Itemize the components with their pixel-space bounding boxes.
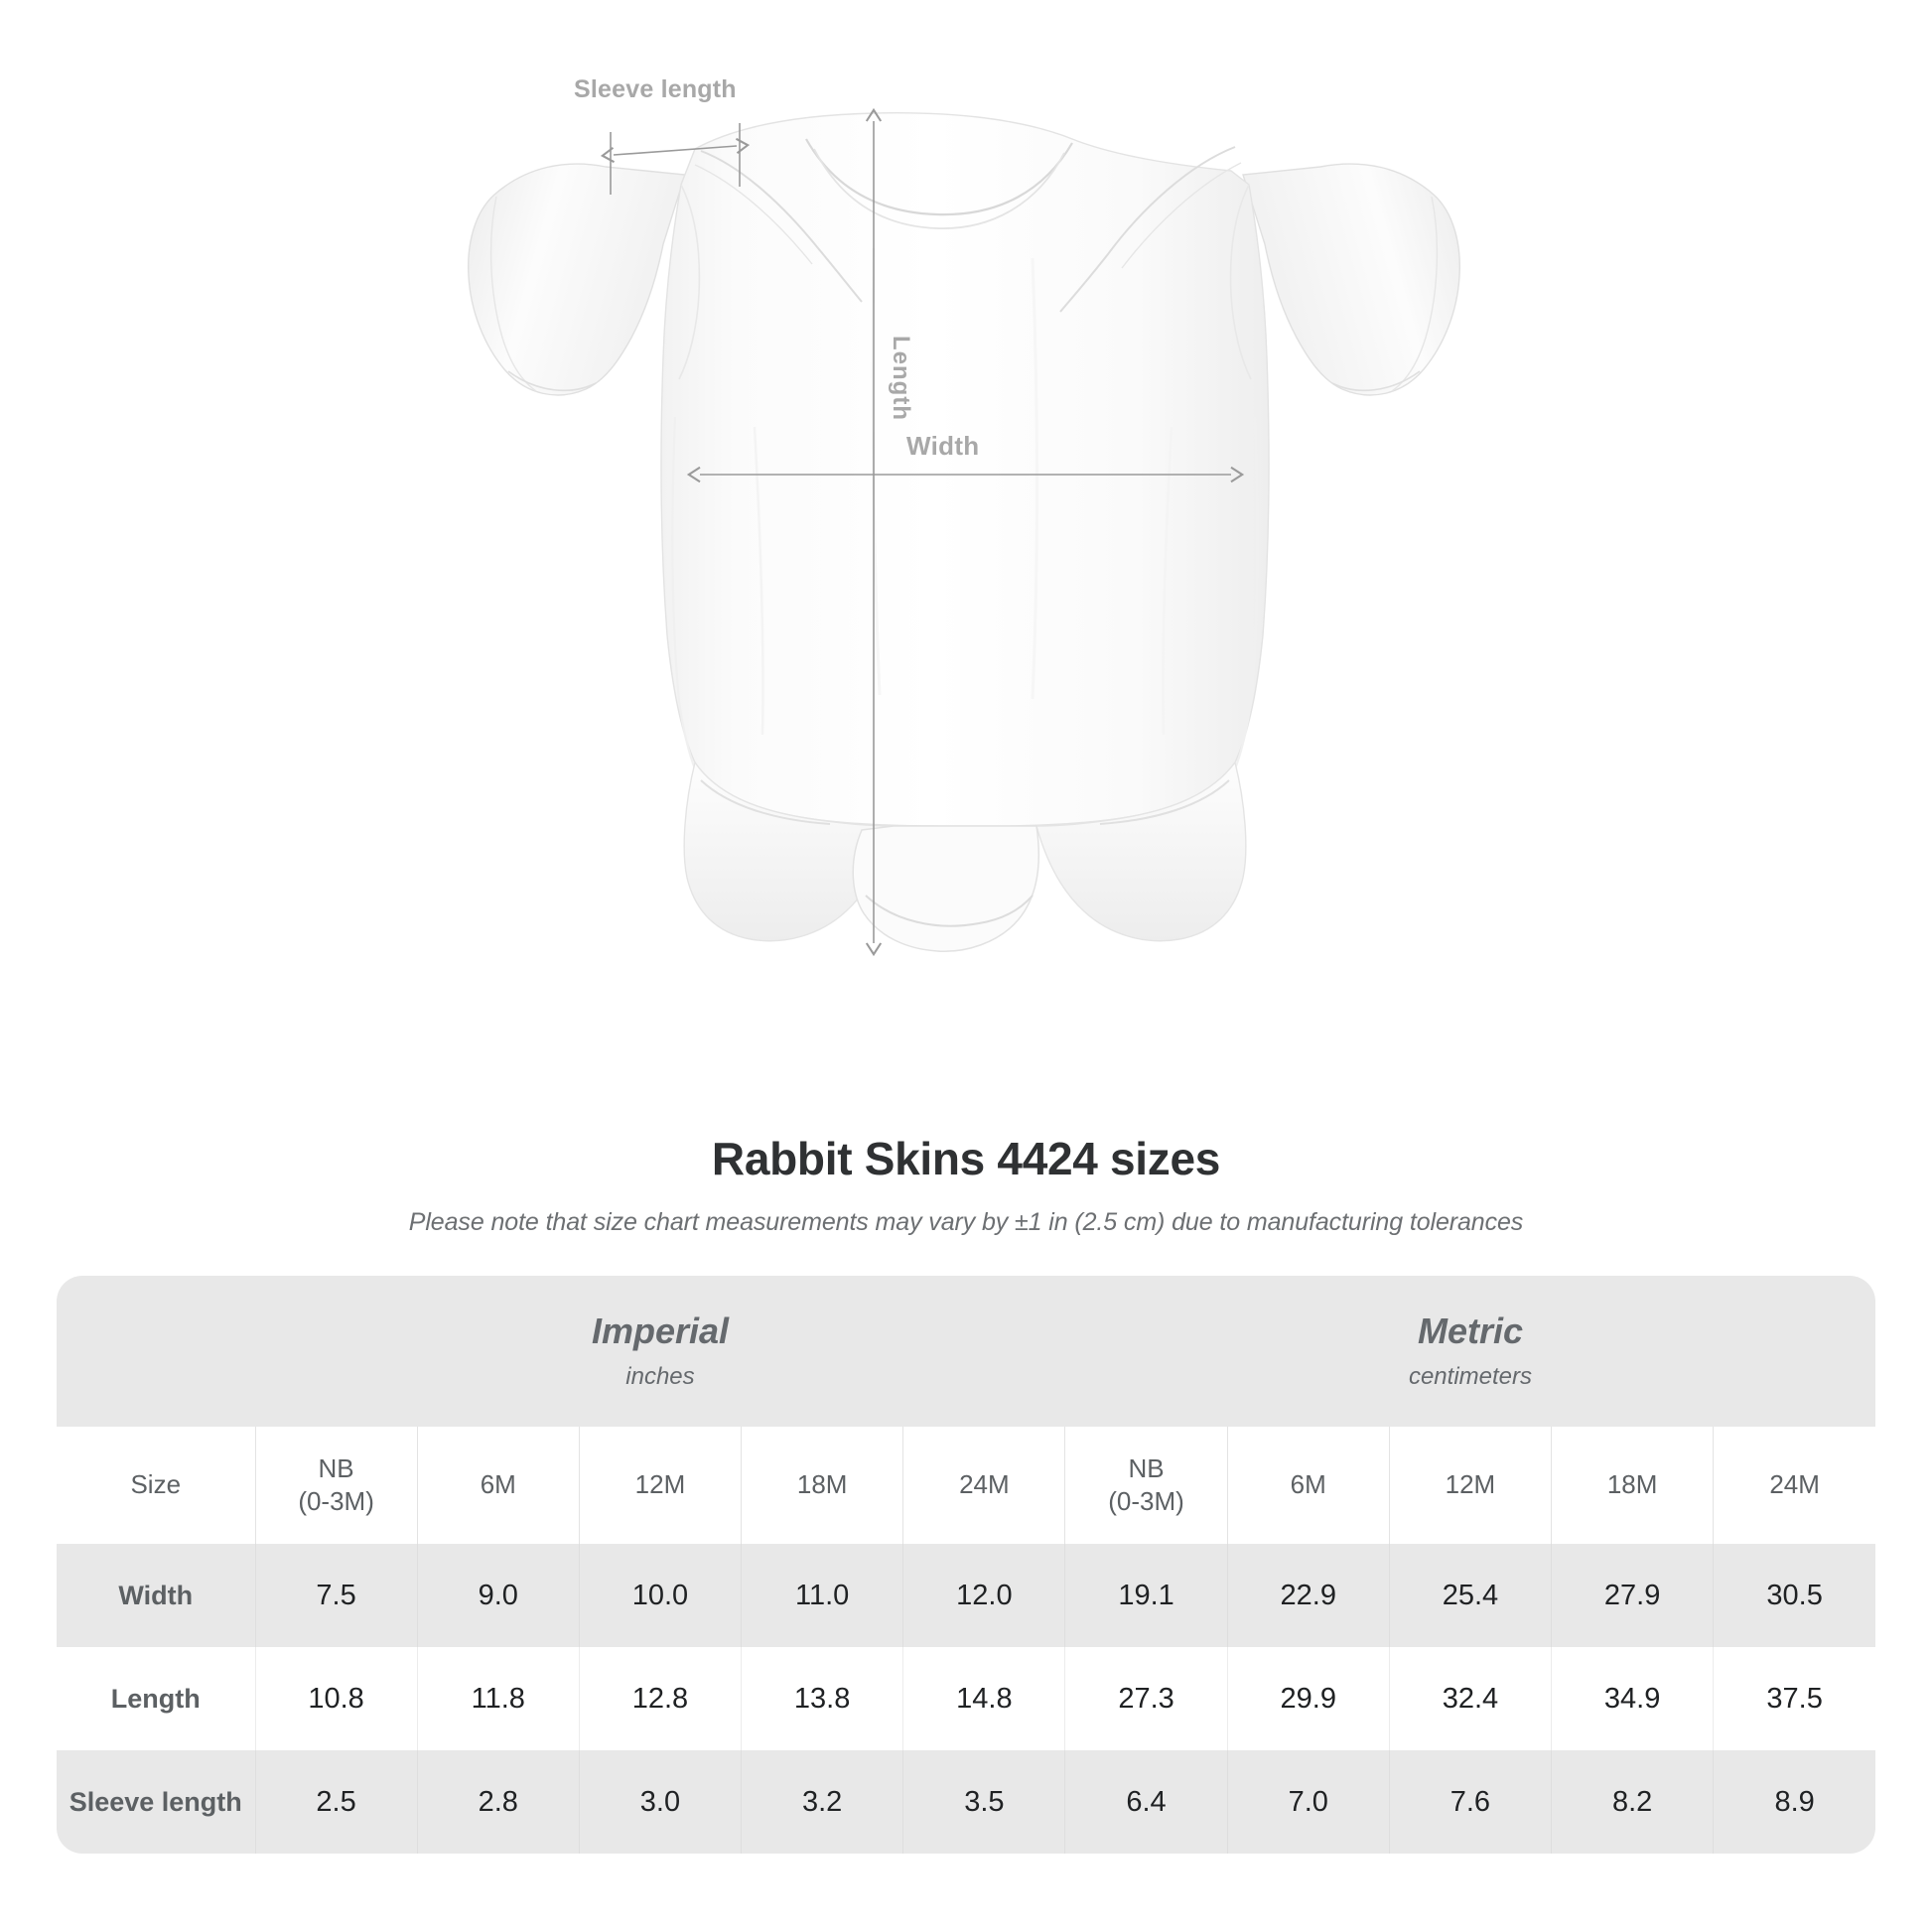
onesie-svg: [468, 107, 1460, 957]
header-imperial-nb-sub: (0-3M): [298, 1486, 374, 1516]
cell-width-metric-6m: 22.9: [1226, 1544, 1390, 1647]
header-size: Size: [57, 1427, 255, 1544]
snap-crotch-panel: [852, 825, 1039, 952]
table-row: Length 10.8 11.8 12.8 13.8 14.8 27.3 29.…: [57, 1647, 1875, 1750]
unit-group-imperial-name: Imperial: [591, 1311, 729, 1352]
cell-sleeve-imperial-18m: 3.2: [741, 1750, 903, 1854]
header-imperial-18m: 18M: [741, 1427, 903, 1544]
size-table-container: Imperial inches Metric centimeters Size …: [57, 1276, 1875, 1854]
left-armhole-seam: [678, 184, 701, 380]
cell-length-imperial-18m: 13.8: [741, 1647, 903, 1750]
unit-group-row: Imperial inches Metric centimeters: [57, 1276, 1875, 1427]
unit-group-metric: Metric centimeters: [1064, 1276, 1875, 1427]
cell-width-imperial-18m: 11.0: [741, 1544, 903, 1647]
table-row: Width 7.5 9.0 10.0 11.0 12.0 19.1 22.9 2…: [57, 1544, 1875, 1647]
cell-width-imperial-24m: 12.0: [902, 1544, 1065, 1647]
cell-width-imperial-nb: 7.5: [254, 1544, 418, 1647]
right-armhole-seam: [1229, 184, 1252, 380]
unit-group-imperial-sub: inches: [625, 1362, 695, 1390]
cell-width-metric-18m: 27.9: [1551, 1544, 1714, 1647]
width-label: Width: [906, 431, 980, 461]
table-row: Sleeve length 2.5 2.8 3.0 3.2 3.5 6.4 7.…: [57, 1750, 1875, 1854]
cell-width-metric-24m: 30.5: [1713, 1544, 1875, 1647]
cell-sleeve-metric-nb: 6.4: [1064, 1750, 1228, 1854]
collar-inner: [813, 148, 1065, 229]
header-metric-18m: 18M: [1551, 1427, 1714, 1544]
cell-sleeve-imperial-6m: 2.8: [416, 1750, 580, 1854]
cell-sleeve-metric-18m: 8.2: [1551, 1750, 1714, 1854]
cell-length-imperial-6m: 11.8: [416, 1647, 580, 1750]
header-metric-12m: 12M: [1388, 1427, 1552, 1544]
tolerance-note: Please note that size chart measurements…: [408, 1208, 1524, 1237]
row-label-width: Width: [57, 1544, 255, 1647]
cell-length-metric-nb: 27.3: [1064, 1647, 1228, 1750]
page-title: Rabbit Skins 4424 sizes: [711, 1133, 1221, 1184]
length-label: Length: [888, 336, 914, 421]
cell-length-imperial-24m: 14.8: [902, 1647, 1065, 1750]
cell-length-metric-24m: 37.5: [1713, 1647, 1875, 1750]
row-label-length: Length: [57, 1647, 255, 1750]
right-lap-shoulder-seam: [1059, 146, 1236, 313]
header-metric-nb-main: NB: [1128, 1452, 1165, 1483]
cell-sleeve-imperial-24m: 3.5: [902, 1750, 1065, 1854]
cell-sleeve-imperial-nb: 2.5: [254, 1750, 418, 1854]
cell-sleeve-metric-24m: 8.9: [1713, 1750, 1875, 1854]
right-leg-opening: [1035, 760, 1247, 942]
header-imperial-nb-main: NB: [318, 1452, 354, 1483]
size-table: Imperial inches Metric centimeters Size …: [57, 1276, 1875, 1854]
header-imperial-12m: 12M: [578, 1427, 742, 1544]
snap-placket-seam: [865, 895, 1034, 927]
unit-group-metric-sub: centimeters: [1408, 1362, 1532, 1390]
header-metric-nb-sub: (0-3M): [1108, 1486, 1184, 1516]
left-leg-opening: [683, 760, 895, 942]
header-metric-6m: 6M: [1226, 1427, 1390, 1544]
cell-width-metric-12m: 25.4: [1388, 1544, 1552, 1647]
cell-width-imperial-6m: 9.0: [416, 1544, 580, 1647]
sleeve-length-label: Sleeve length: [574, 75, 737, 103]
title-block: Rabbit Skins 4424 sizes Please note that…: [0, 1132, 1932, 1237]
unit-group-imperial: Imperial inches: [255, 1276, 1065, 1427]
sleeve-length-arrow: [600, 137, 751, 164]
cell-length-metric-6m: 29.9: [1226, 1647, 1390, 1750]
bodysuit-body: [660, 112, 1270, 827]
header-imperial-nb: NB (0-3M): [254, 1427, 418, 1544]
cell-length-metric-18m: 34.9: [1551, 1647, 1714, 1750]
unit-row-spacer: [57, 1276, 255, 1427]
cell-width-imperial-12m: 10.0: [578, 1544, 742, 1647]
collar-outer: [805, 138, 1073, 216]
garment-illustration: Sleeve length Length Width: [468, 75, 1460, 957]
cell-width-metric-nb: 19.1: [1064, 1544, 1228, 1647]
right-sleeve: [1242, 163, 1460, 396]
cell-length-metric-12m: 32.4: [1388, 1647, 1552, 1750]
header-metric-nb: NB (0-3M): [1064, 1427, 1228, 1544]
size-header-row: Size NB (0-3M) 6M 12M 18M 24M NB (0-3M) …: [57, 1427, 1875, 1544]
cell-length-imperial-nb: 10.8: [254, 1647, 418, 1750]
header-imperial-24m: 24M: [902, 1427, 1065, 1544]
row-label-sleeve-length: Sleeve length: [57, 1750, 255, 1854]
cell-sleeve-metric-12m: 7.6: [1388, 1750, 1552, 1854]
header-imperial-6m: 6M: [416, 1427, 580, 1544]
left-lap-shoulder-seam: [700, 150, 863, 303]
header-metric-24m: 24M: [1713, 1427, 1875, 1544]
left-sleeve: [468, 163, 686, 396]
unit-group-metric-name: Metric: [1417, 1311, 1523, 1352]
cell-sleeve-imperial-12m: 3.0: [578, 1750, 742, 1854]
cell-length-imperial-12m: 12.8: [578, 1647, 742, 1750]
cell-sleeve-metric-6m: 7.0: [1226, 1750, 1390, 1854]
